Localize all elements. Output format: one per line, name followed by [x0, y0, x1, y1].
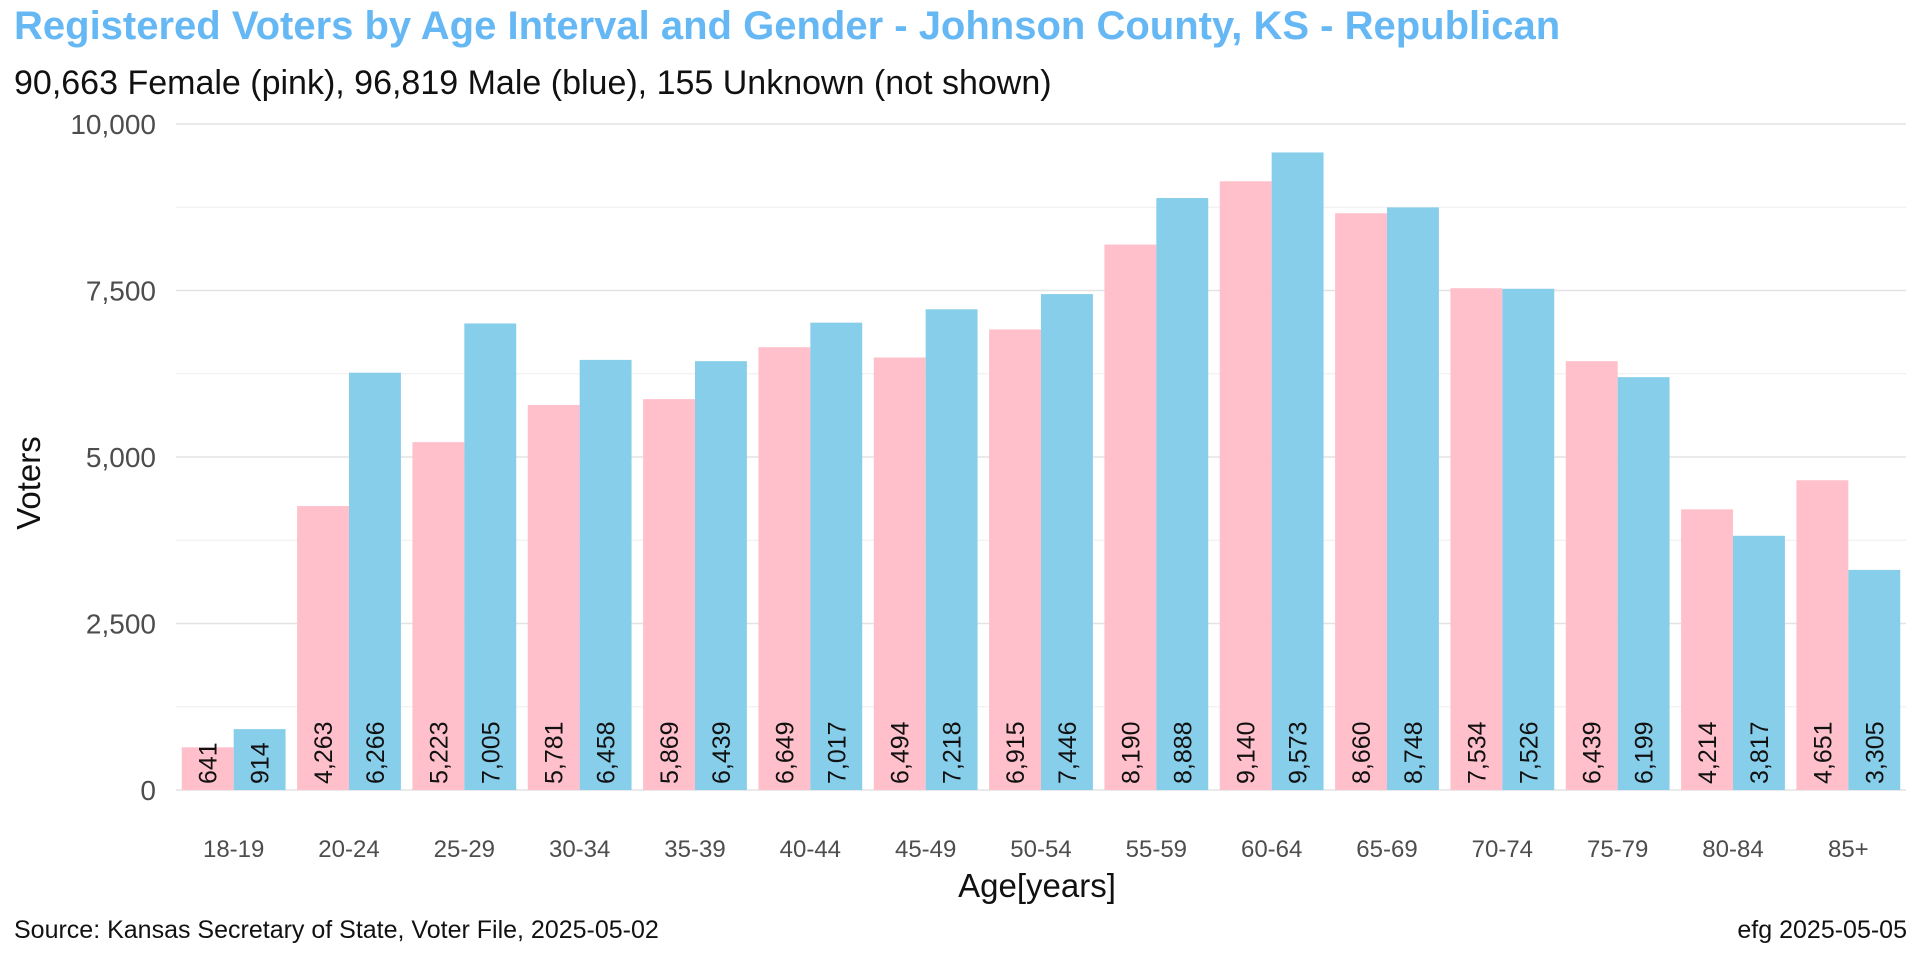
bar-value-label: 6,649 — [771, 721, 799, 784]
bar — [873, 357, 926, 790]
x-tick-label: 40-44 — [780, 836, 841, 863]
bar — [233, 729, 286, 790]
bar — [349, 372, 401, 790]
y-tick-label: 2,500 — [86, 609, 156, 640]
x-tick-label: 50-54 — [1010, 836, 1071, 863]
x-tick-label: 60-64 — [1241, 836, 1302, 863]
bar-value-label: 7,017 — [823, 721, 851, 784]
bar — [1041, 294, 1093, 790]
bar — [181, 747, 234, 790]
x-tick-label: 45-49 — [895, 836, 956, 863]
y-tick-label: 7,500 — [86, 276, 156, 307]
y-axis-title: Voters — [10, 436, 47, 530]
bar-value-label: 3,305 — [1861, 721, 1889, 784]
bars — [181, 152, 1901, 791]
bar — [810, 322, 863, 790]
bar-value-label: 6,494 — [887, 721, 915, 784]
bar — [1450, 288, 1503, 790]
bar — [1219, 181, 1272, 790]
y-tick-label: 10,000 — [70, 109, 156, 140]
source-caption: Source: Kansas Secretary of State, Voter… — [14, 916, 659, 944]
bar-value-label: 8,190 — [1117, 721, 1145, 784]
x-tick-label: 65-69 — [1356, 836, 1417, 863]
bar-value-label: 4,651 — [1809, 721, 1837, 784]
bar — [579, 359, 632, 790]
bar — [1104, 244, 1157, 790]
bar-value-label: 5,869 — [656, 721, 684, 784]
bar-value-label: 7,534 — [1463, 721, 1491, 784]
x-tick-label: 80-84 — [1702, 836, 1763, 863]
bar-value-label: 7,526 — [1515, 721, 1543, 784]
x-tick-label: 70-74 — [1472, 836, 1533, 863]
bar — [1617, 377, 1670, 790]
bar-value-label: 6,199 — [1631, 721, 1659, 784]
x-tick-label: 20-24 — [318, 836, 379, 863]
bar — [1733, 535, 1785, 790]
bar — [1848, 569, 1901, 790]
bar — [925, 309, 978, 790]
bar-value-label: 7,005 — [477, 721, 505, 784]
bar-value-label: 6,266 — [362, 721, 390, 784]
bar-value-label: 7,218 — [939, 721, 967, 784]
credit-caption: efg 2025-05-05 — [1737, 916, 1907, 944]
x-tick-label: 30-34 — [549, 836, 610, 863]
bar-value-label: 9,140 — [1233, 721, 1261, 784]
bar — [412, 442, 465, 790]
x-tick-label: 75-79 — [1587, 836, 1648, 863]
bar-value-labels: 641 4,263 5,223 5,781 5,869 6,649 6,494 6,915 8,… — [195, 721, 1890, 784]
bar — [643, 399, 695, 790]
bar — [758, 347, 811, 790]
x-axis-title: Age[years] — [958, 867, 1116, 904]
bar — [1156, 198, 1209, 790]
bar — [527, 404, 580, 790]
bar-value-label: 8,748 — [1400, 721, 1428, 784]
bar-value-label: 5,223 — [425, 721, 453, 784]
bar — [1502, 288, 1555, 790]
bar — [989, 329, 1041, 790]
bar-value-label: 8,660 — [1348, 721, 1376, 784]
bar — [1565, 361, 1618, 790]
y-axis-ticks: 0 2,500 5,000 7,500 10,000 — [70, 109, 156, 806]
bar — [1681, 509, 1733, 790]
bar — [1271, 152, 1324, 790]
bar — [695, 361, 747, 790]
x-tick-label: 55-59 — [1126, 836, 1187, 863]
bar — [464, 323, 517, 790]
bar — [1335, 213, 1387, 790]
x-axis-ticks: 18-19 20-24 25-29 30-34 35-39 40-44 45-49 50-54… — [203, 836, 1869, 863]
bar-value-label: 7,446 — [1054, 721, 1082, 784]
bar-value-label: 8,888 — [1169, 721, 1197, 784]
y-tick-label: 5,000 — [86, 442, 156, 473]
chart-subtitle: 90,663 Female (pink), 96,819 Male (blue)… — [14, 64, 1052, 102]
x-tick-label: 85+ — [1828, 836, 1869, 863]
bar-value-label: 6,458 — [593, 721, 621, 784]
bar-value-label: 6,915 — [1002, 721, 1030, 784]
x-tick-label: 35-39 — [664, 836, 725, 863]
bar-value-label: 9,573 — [1285, 721, 1313, 784]
bar-value-label: 6,439 — [708, 721, 736, 784]
x-tick-label: 18-19 — [203, 836, 264, 863]
x-tick-label: 25-29 — [434, 836, 495, 863]
bar — [1387, 207, 1439, 791]
bar-value-label: 4,263 — [310, 721, 338, 784]
bar-value-label: 914 — [247, 742, 275, 784]
bar-value-label: 5,781 — [541, 721, 569, 784]
bar-value-label: 4,214 — [1694, 721, 1722, 784]
bar — [1796, 480, 1849, 790]
chart-title: Registered Voters by Age Interval and Ge… — [14, 4, 1561, 48]
bar-value-label: 3,817 — [1746, 721, 1774, 784]
bar-value-label: 641 — [195, 742, 223, 784]
y-tick-label: 0 — [140, 775, 156, 806]
bar-value-label: 6,439 — [1579, 721, 1607, 784]
bar — [297, 506, 349, 790]
